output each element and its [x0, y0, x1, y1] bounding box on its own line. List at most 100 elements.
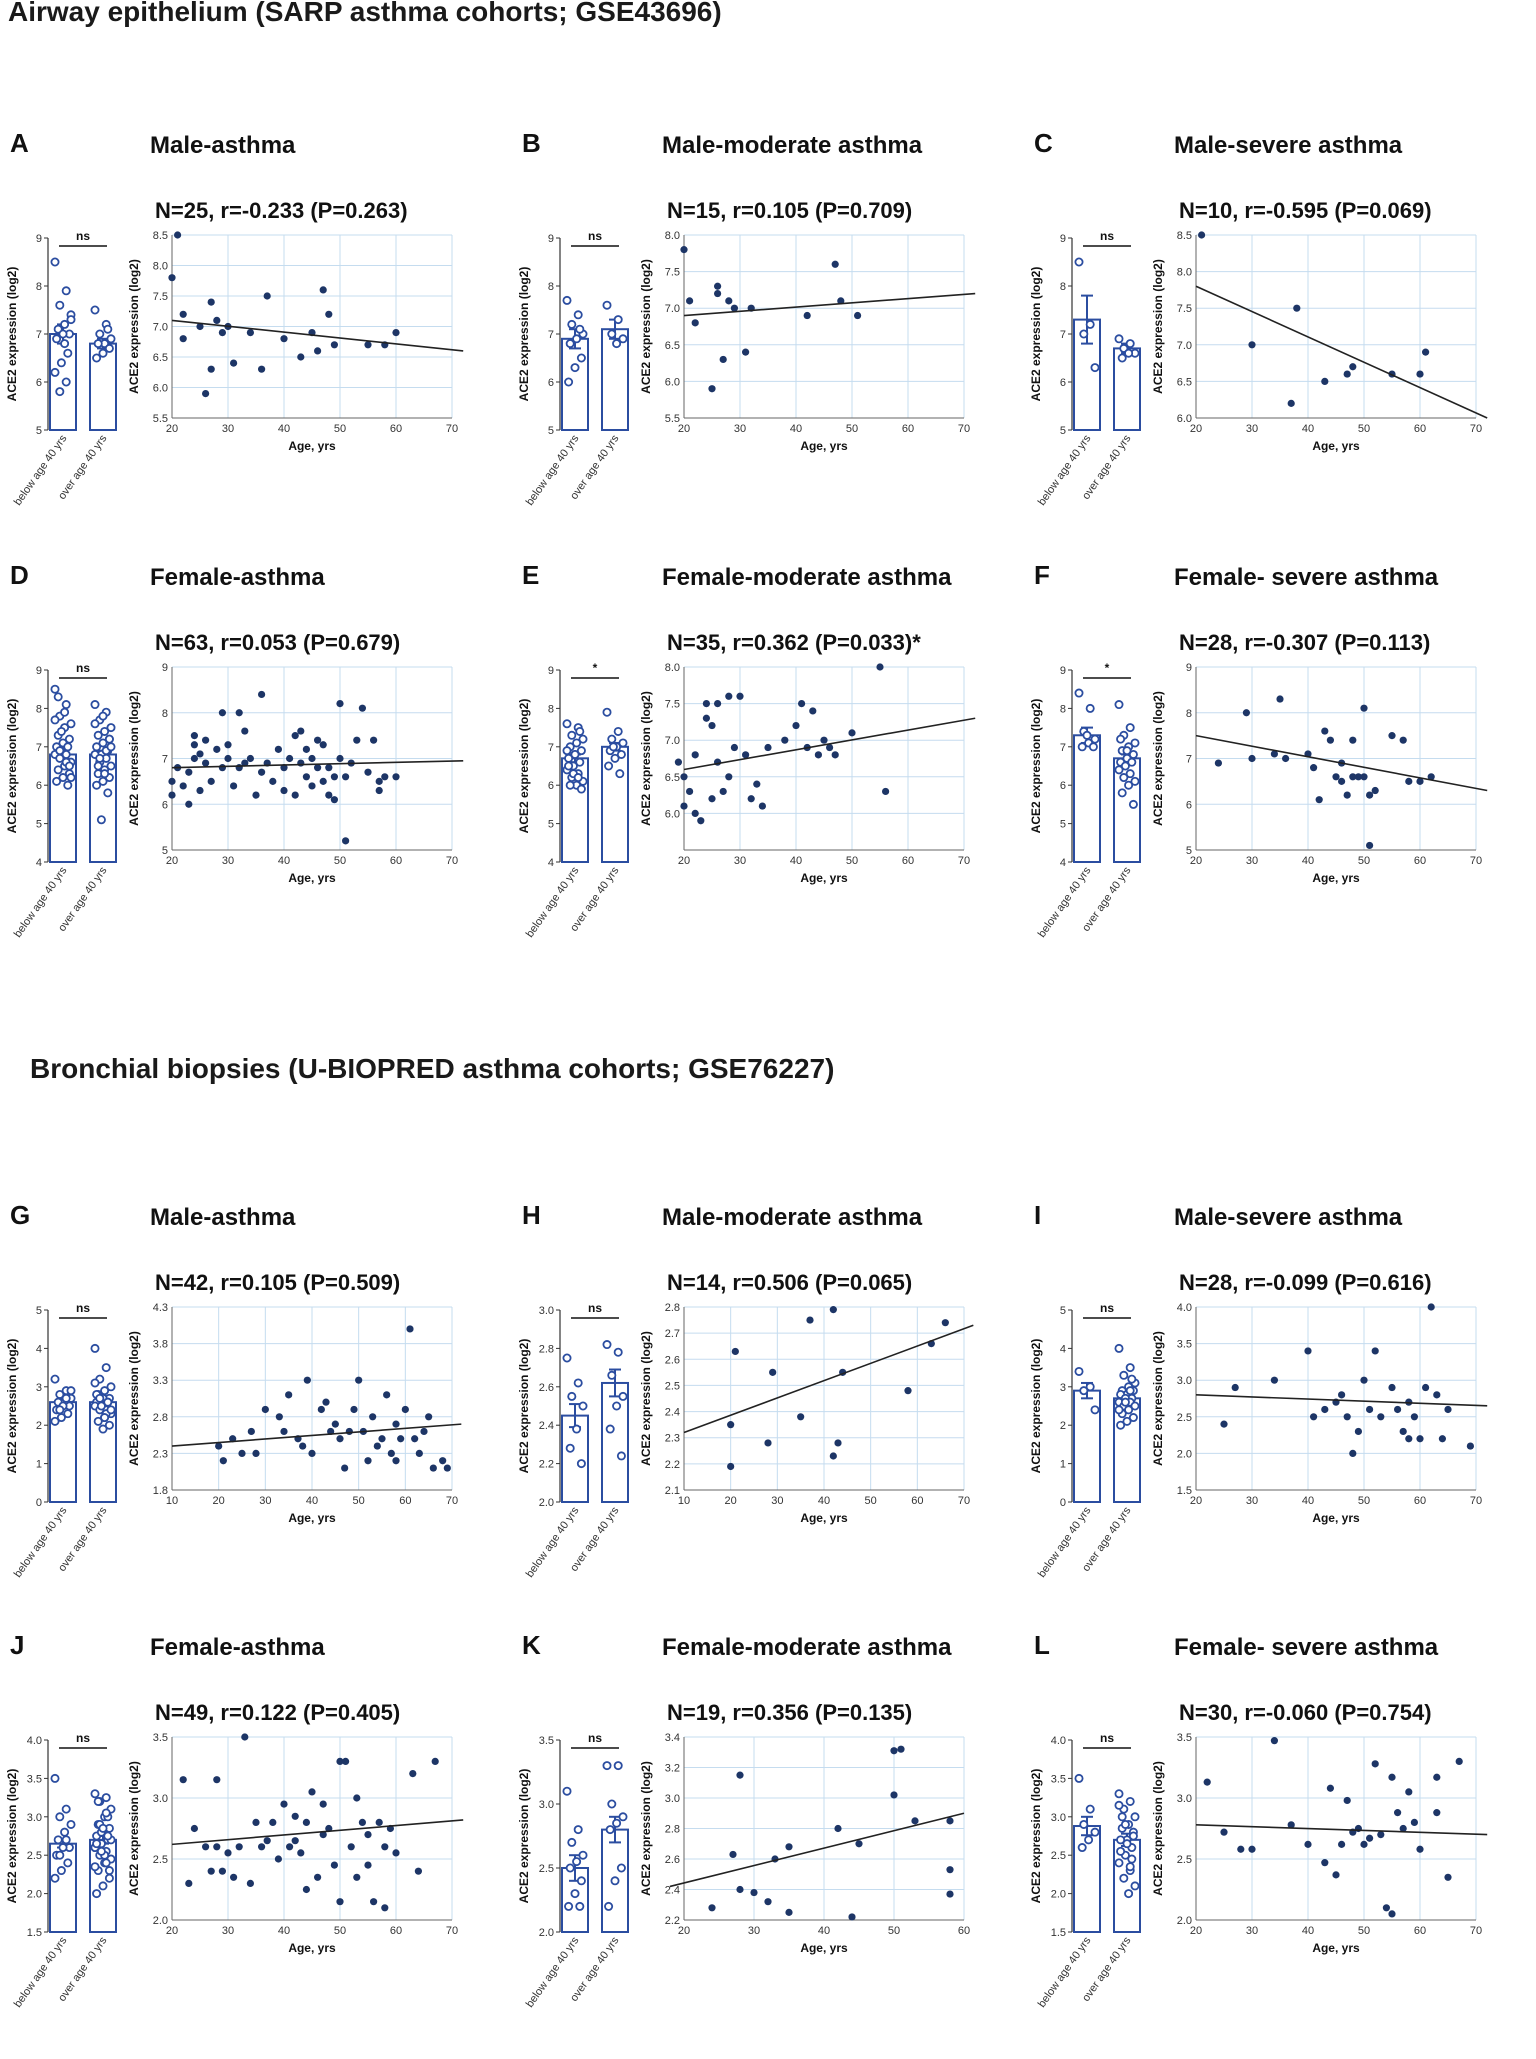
panel-letter: I: [1034, 1200, 1042, 1230]
bar-y-axis-label: ACE2 expression (log2): [5, 699, 19, 834]
scatter-plot: 10 20 30 40 50 60 70 1.8 2.3 2.8 3.3 3.8 4.3 Age, yrs…: [127, 1302, 462, 1525]
scatter-point: [1304, 1347, 1312, 1355]
bar-y-axis-label: ACE2 expression (log2): [517, 267, 531, 402]
bar-data-point: [1124, 1405, 1134, 1415]
bar-data-point: [104, 1866, 114, 1876]
scatter-y-axis-label: ACE2 expression (log2): [639, 1331, 653, 1466]
scatter-point: [392, 1849, 400, 1857]
bar-y-tick-label: 2.2: [539, 1459, 554, 1471]
bar-data-point: [61, 700, 71, 710]
scatter-y-axis-label: ACE2 expression (log2): [639, 691, 653, 826]
scatter-y-axis-label: ACE2 expression (log2): [639, 1761, 653, 1896]
bar-data-point: [618, 1812, 628, 1822]
panel-title: Female-moderate asthma: [662, 564, 952, 591]
scatter-point: [392, 329, 400, 337]
scatter-point: [1198, 231, 1206, 239]
panel-letter: F: [1034, 560, 1050, 590]
scatter-point: [1231, 1383, 1239, 1392]
scatter-point: [904, 1387, 912, 1395]
y-tick-label: 7.5: [153, 291, 168, 303]
scatter-point: [378, 1435, 386, 1443]
scatter-y-axis-label: ACE2 expression (log2): [1151, 259, 1165, 394]
x-tick-label: 20: [166, 423, 178, 435]
y-tick-label: 4.0: [1177, 1302, 1192, 1314]
bar-data-point: [576, 353, 586, 363]
bar-data-point: [1114, 334, 1124, 344]
x-tick-label: 30: [259, 1495, 271, 1507]
scatter-point: [375, 1818, 383, 1826]
scatter-point: [890, 1791, 898, 1799]
bar-y-tick-label: 3: [1060, 1382, 1066, 1394]
bar-data-point: [90, 1378, 100, 1388]
scatter-point: [258, 768, 266, 776]
y-tick-label: 7.0: [665, 303, 680, 315]
bar-data-point: [1127, 757, 1137, 767]
scatter-point: [1287, 399, 1295, 407]
scatter-point: [1343, 370, 1351, 378]
scatter-point: [1371, 1760, 1379, 1768]
regression-line: [1195, 285, 1488, 419]
significance-label: ns: [1100, 1301, 1114, 1315]
bar-data-point: [1114, 1800, 1124, 1810]
scatter-point: [168, 274, 176, 282]
scatter-point: [1433, 1773, 1441, 1781]
bar-data-point: [1119, 773, 1129, 783]
bar-data-point: [1117, 1812, 1127, 1822]
significance-label: *: [1105, 661, 1110, 675]
bar-data-point: [570, 749, 580, 759]
panel-title: Female-asthma: [150, 1634, 325, 1661]
bar-y-tick-label: 2.6: [539, 1382, 554, 1394]
bar-data-point: [1085, 319, 1095, 329]
bar-data-point: [61, 377, 71, 387]
scatter-point: [1377, 1413, 1385, 1421]
panel-letter: G: [10, 1200, 31, 1230]
scatter-point: [1242, 709, 1250, 717]
scatter-point: [252, 791, 260, 799]
y-tick-label: 6.0: [153, 383, 168, 395]
scatter-point: [207, 1867, 215, 1875]
y-tick-label: 7.0: [153, 322, 168, 334]
x-tick-label: 20: [678, 1925, 690, 1937]
bar-data-point: [92, 353, 102, 363]
x-tick-label: 20: [1190, 855, 1202, 867]
y-tick-label: 2.4: [665, 1407, 680, 1419]
scatter-point: [411, 1435, 419, 1443]
bar-data-point: [565, 1863, 575, 1873]
scatter-point: [406, 1325, 414, 1333]
correlation-stats: N=14, r=0.506 (P=0.065): [667, 1270, 913, 1295]
bar-data-point: [575, 1901, 585, 1911]
bar-y-tick-label: 3.0: [1051, 1812, 1066, 1824]
bar-data-point: [610, 753, 620, 763]
scatter-point: [1399, 736, 1407, 744]
bar-y-tick-label: 5: [36, 819, 42, 831]
bar-data-point: [1079, 1819, 1089, 1829]
bar-data-point: [610, 1876, 620, 1886]
scatter-point: [429, 1464, 437, 1472]
scatter-y-axis-label: ACE2 expression (log2): [1151, 1761, 1165, 1896]
bar-y-axis-label: ACE2 expression (log2): [5, 1339, 19, 1474]
scatter-point: [1343, 1413, 1351, 1421]
panel-k: K Female-moderate asthma N=19, r=0.356 (P=…: [512, 1630, 1024, 2030]
significance-label: ns: [1100, 1731, 1114, 1745]
y-tick-label: 2.2: [665, 1459, 680, 1471]
scatter-point: [1214, 759, 1222, 767]
scatter-point: [364, 1861, 372, 1869]
scatter-point: [314, 1873, 322, 1881]
scatter-point: [392, 1457, 400, 1465]
x-tick-label: 20: [678, 855, 690, 867]
x-tick-label: 30: [1246, 855, 1258, 867]
scatter-point: [820, 736, 828, 744]
bar-y-tick-label: 7: [548, 742, 554, 754]
bar-data-point: [1079, 1386, 1089, 1396]
bar-data-point: [95, 329, 105, 339]
scatter-point: [336, 1435, 344, 1443]
bar-y-tick-label: 2.0: [539, 1497, 554, 1509]
correlation-stats: N=35, r=0.362 (P=0.033)*: [667, 630, 921, 655]
scatter-point: [686, 787, 694, 796]
x-tick-label: 30: [222, 855, 234, 867]
y-tick-label: 2.2: [665, 1915, 680, 1927]
scatter-point: [1427, 773, 1435, 781]
scatter-point: [202, 759, 210, 767]
y-tick-label: 3.0: [1177, 1375, 1192, 1387]
